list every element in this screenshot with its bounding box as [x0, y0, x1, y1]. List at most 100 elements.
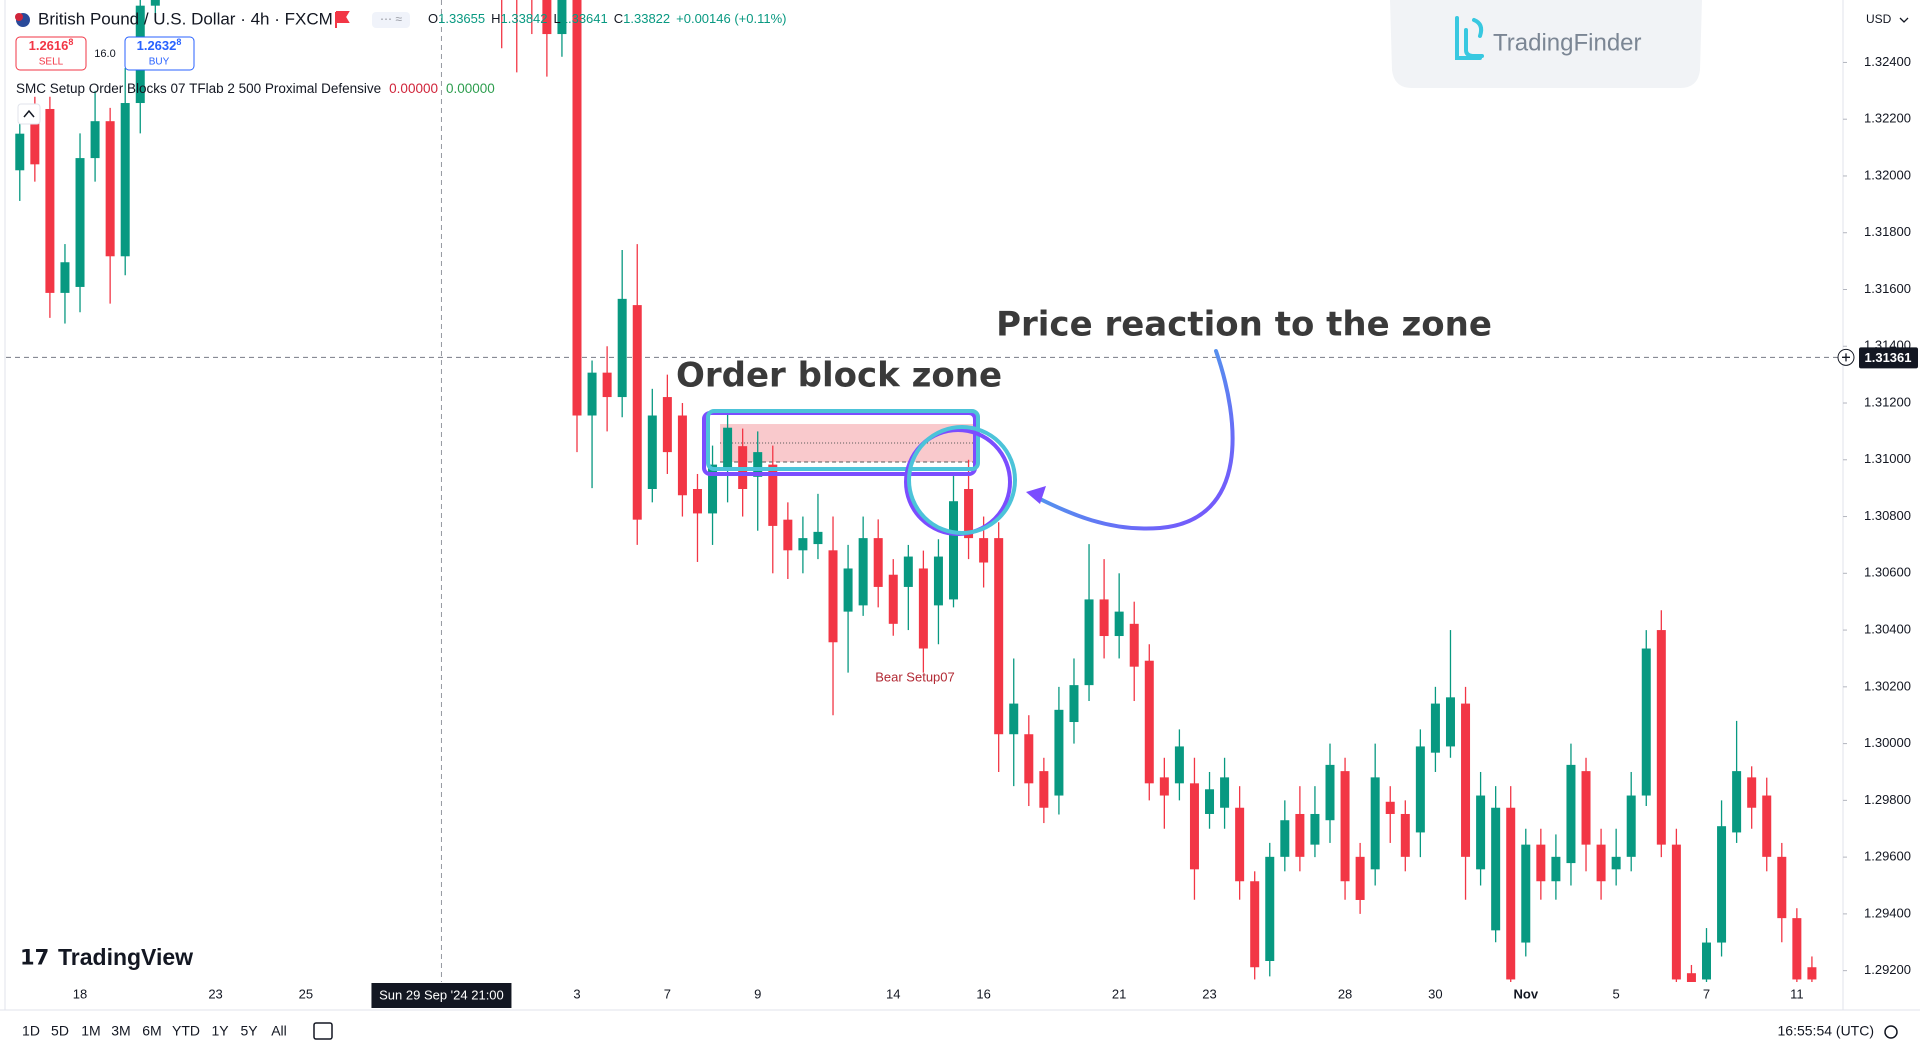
x-tick-label: 23: [208, 986, 222, 1001]
candle-body: [1280, 820, 1290, 857]
timeframe-button[interactable]: 5D: [51, 1023, 69, 1039]
watermark-panel: [1390, 0, 1702, 88]
candle-body: [949, 501, 958, 600]
candle-body: [1686, 973, 1696, 982]
x-tick-label: 30: [1428, 986, 1442, 1001]
candle-body: [828, 550, 838, 643]
x-tick-label: 14: [886, 986, 900, 1001]
candle-body: [1476, 795, 1486, 870]
x-tick-label: 23: [1202, 986, 1216, 1001]
y-tick-label: 1.31000: [1864, 451, 1911, 466]
candle-body: [1762, 795, 1772, 857]
x-tick-label: 16: [976, 986, 990, 1001]
buy-button[interactable]: [124, 36, 195, 71]
candle-body: [30, 121, 40, 165]
x-tick-label: 28: [1338, 986, 1352, 1001]
candle-body: [1581, 771, 1591, 845]
zone-frame-cyan: [706, 409, 980, 471]
candle-body: [798, 538, 808, 551]
timeframe-button[interactable]: 1D: [22, 1023, 40, 1039]
candle-body: [1732, 771, 1742, 833]
reaction-circle-cyan: [907, 425, 1017, 535]
ohlc-value: 1.33842: [501, 11, 548, 26]
candle-body: [1310, 813, 1320, 845]
ohlc-key: C: [614, 11, 623, 26]
candle-body: [753, 452, 763, 477]
ohlc-readout: O1.33655 H1.33842 L1.33641 C1.33822 +0.00146…: [428, 11, 786, 26]
crosshair-label-box: [371, 983, 512, 1008]
candle-body: [572, 0, 582, 416]
x-tick-label: 25: [299, 986, 313, 1001]
flag-icon[interactable]: [335, 11, 350, 28]
watermark-text: TradingFinder: [1493, 29, 1642, 56]
candle-body: [647, 415, 657, 490]
symbol-flag-2: [15, 13, 23, 21]
candle-body: [105, 121, 115, 257]
candle-body: [150, 0, 160, 6]
symbol-title[interactable]: British Pound / U.S. Dollar · 4h · FXCM: [38, 9, 333, 28]
candle-body: [1596, 844, 1606, 882]
candle-body: [843, 568, 853, 612]
candle-body: [1009, 703, 1019, 735]
timeframe-button[interactable]: 5Y: [240, 1023, 258, 1039]
timeframe-button[interactable]: All: [271, 1023, 287, 1039]
timeframe-button[interactable]: 1M: [81, 1023, 100, 1039]
candle-body: [1671, 844, 1681, 980]
candle-body: [1129, 623, 1139, 667]
sell-button[interactable]: [15, 36, 87, 71]
candle-body: [1084, 599, 1094, 686]
candle-body: [45, 108, 55, 293]
candle-body: [873, 538, 883, 587]
x-tick-label: 11: [1790, 986, 1804, 1001]
y-tick-label: 1.30400: [1864, 622, 1911, 637]
candle-body: [1385, 801, 1395, 814]
date-range-icon[interactable]: [313, 1022, 333, 1040]
sell-label: SELL: [39, 57, 64, 68]
currency-label[interactable]: USD: [1866, 12, 1892, 26]
candle-body: [1189, 783, 1199, 870]
candle-body: [979, 538, 989, 563]
candle-body: [1250, 881, 1260, 968]
tv-logo-icon: 𝟭𝟳: [20, 947, 49, 970]
buy-price: 1.26328: [137, 37, 182, 53]
collapse-button[interactable]: [17, 103, 41, 125]
timeframe-button[interactable]: 1Y: [211, 1023, 229, 1039]
candle-body: [933, 556, 943, 606]
timeframe-button[interactable]: 6M: [142, 1023, 161, 1039]
toggle-glyph: ⋯ ≈: [380, 12, 402, 26]
candle-body: [1506, 807, 1516, 980]
candle-body: [783, 519, 793, 551]
candle-body: [1566, 764, 1576, 864]
add-alert-plus: [1842, 353, 1850, 362]
candle-body: [1777, 856, 1787, 919]
candle-body: [1099, 599, 1109, 637]
settings-icon[interactable]: [1884, 1025, 1898, 1039]
currency-chevron: [1899, 17, 1909, 23]
timeframe-button[interactable]: 3M: [111, 1023, 130, 1039]
candle-body: [120, 103, 130, 257]
candle-body: [1205, 789, 1215, 814]
candle-body: [1717, 826, 1727, 943]
candle-body: [1325, 764, 1335, 821]
arrow-head: [1026, 486, 1046, 504]
ohlc-change: +0.00146 (+0.11%): [676, 11, 786, 26]
y-tick-label: 1.32000: [1864, 167, 1911, 182]
indicator-line: SMC Setup Order Blocks 07 TFlab 2 500 Pr…: [16, 81, 495, 96]
timeframe-button[interactable]: YTD: [172, 1023, 200, 1039]
candle-body: [964, 489, 974, 539]
candle-body: [1400, 813, 1410, 857]
toggle-icons[interactable]: [372, 12, 410, 28]
candle-body: [60, 262, 70, 293]
candle-body: [768, 464, 778, 526]
candle-body: [1355, 856, 1365, 900]
x-tick-label: 7: [1703, 986, 1710, 1001]
ohlc-value: 1.33655: [438, 11, 485, 26]
y-tick-label: 1.31600: [1864, 281, 1911, 296]
candle-body: [1792, 918, 1802, 980]
plot-area: [6, 0, 1843, 982]
x-tick-label: 18: [73, 986, 87, 1001]
candle-body: [903, 556, 913, 587]
candle-body: [677, 415, 687, 496]
candle-body: [1114, 611, 1124, 637]
